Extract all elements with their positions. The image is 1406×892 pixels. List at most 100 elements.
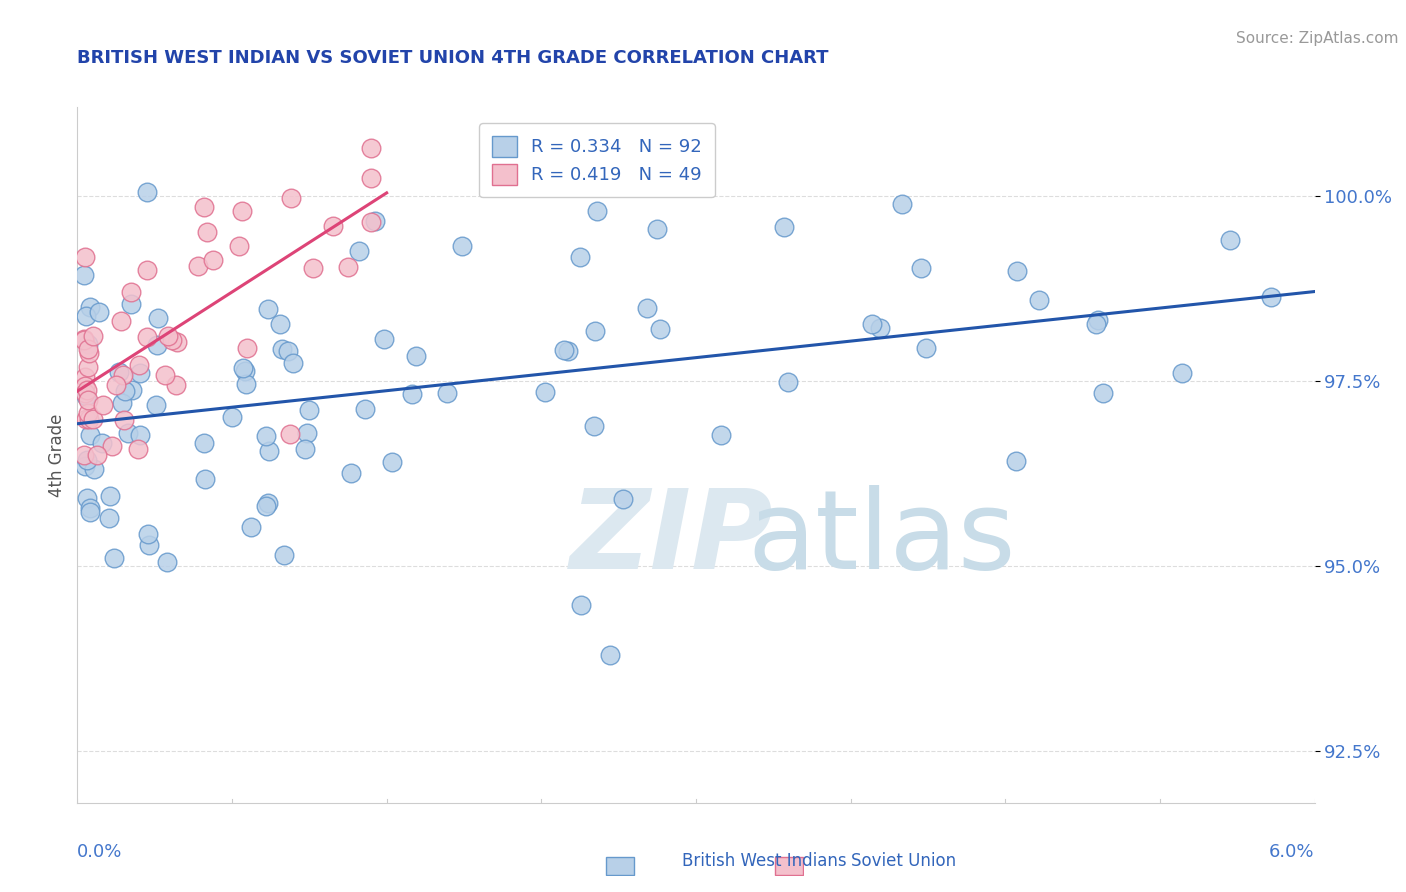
Point — [83, 461, 105, 475]
Point — [75, 389, 97, 403]
Point — [254, 429, 277, 443]
Point — [340, 466, 363, 480]
Point — [73, 386, 96, 401]
Point — [278, 427, 301, 442]
Point — [73, 379, 96, 393]
Point — [869, 321, 891, 335]
Point — [273, 548, 295, 562]
Point — [236, 341, 259, 355]
Point — [710, 428, 733, 442]
Point — [77, 336, 100, 351]
Text: Soviet Union: Soviet Union — [851, 852, 956, 870]
Point — [231, 203, 253, 218]
Point — [111, 396, 134, 410]
Point — [73, 458, 96, 473]
Point — [75, 250, 97, 264]
Point — [1028, 293, 1050, 308]
Point — [647, 221, 669, 235]
Point — [105, 377, 128, 392]
Point — [228, 239, 250, 253]
Legend: R = 0.334   N = 92, R = 0.419   N = 49: R = 0.334 N = 92, R = 0.419 N = 49 — [479, 123, 714, 197]
Text: BRITISH WEST INDIAN VS SOVIET UNION 4TH GRADE CORRELATION CHART: BRITISH WEST INDIAN VS SOVIET UNION 4TH … — [77, 49, 828, 67]
Point — [101, 439, 124, 453]
Point — [235, 376, 257, 391]
Point — [776, 376, 799, 390]
Point — [76, 383, 98, 397]
Point — [436, 385, 458, 400]
Point — [373, 332, 395, 346]
Point — [120, 285, 142, 300]
Point — [360, 215, 382, 229]
Point — [77, 360, 100, 375]
Point — [381, 455, 404, 469]
Point — [336, 260, 359, 274]
Point — [583, 324, 606, 338]
Point — [271, 342, 294, 356]
Point — [1005, 454, 1028, 468]
Point — [77, 345, 100, 359]
Point — [138, 527, 160, 541]
Point — [1087, 312, 1109, 326]
Point — [73, 268, 96, 282]
Point — [75, 412, 97, 426]
Point — [193, 435, 215, 450]
Point — [72, 333, 94, 347]
Point — [128, 358, 150, 372]
Point — [298, 402, 321, 417]
Text: 0.0%: 0.0% — [77, 843, 122, 861]
Point — [1260, 290, 1282, 304]
Point — [93, 398, 115, 412]
Point — [257, 496, 280, 510]
Point — [165, 377, 187, 392]
Point — [353, 401, 375, 416]
Point — [569, 598, 592, 612]
Point — [582, 418, 605, 433]
Point — [76, 452, 98, 467]
Point — [294, 442, 316, 457]
Text: Source: ZipAtlas.com: Source: ZipAtlas.com — [1236, 31, 1399, 46]
Point — [166, 334, 188, 349]
Point — [135, 185, 157, 199]
Point — [269, 317, 291, 331]
Point — [98, 511, 121, 525]
Point — [76, 491, 98, 505]
Point — [194, 472, 217, 486]
Y-axis label: 4th Grade: 4th Grade — [48, 413, 66, 497]
Point — [145, 337, 167, 351]
Point — [75, 309, 97, 323]
Point — [599, 648, 621, 662]
Point — [910, 261, 932, 276]
Point — [277, 343, 299, 358]
Point — [77, 342, 100, 356]
Point — [157, 328, 180, 343]
Point — [1084, 317, 1107, 331]
Point — [295, 426, 318, 441]
Point — [557, 343, 579, 358]
Point — [1007, 264, 1029, 278]
Point — [136, 330, 159, 344]
Point — [121, 384, 143, 398]
Text: 6.0%: 6.0% — [1270, 843, 1315, 861]
Point — [108, 365, 131, 379]
Point — [240, 520, 263, 534]
Point — [201, 253, 224, 268]
Point — [221, 409, 243, 424]
Point — [146, 311, 169, 326]
Point — [79, 505, 101, 519]
Point — [1092, 385, 1115, 400]
Point — [915, 341, 938, 355]
Point — [347, 244, 370, 259]
Point — [302, 261, 325, 276]
Point — [568, 250, 591, 264]
Point — [77, 406, 100, 420]
Point — [86, 448, 108, 462]
Point — [451, 239, 474, 253]
Point — [612, 492, 634, 507]
Point — [112, 368, 135, 383]
Point — [401, 387, 423, 401]
Point — [233, 364, 256, 378]
Point — [257, 301, 280, 316]
Point — [254, 499, 277, 513]
Point — [650, 322, 672, 336]
Point — [1171, 366, 1194, 380]
